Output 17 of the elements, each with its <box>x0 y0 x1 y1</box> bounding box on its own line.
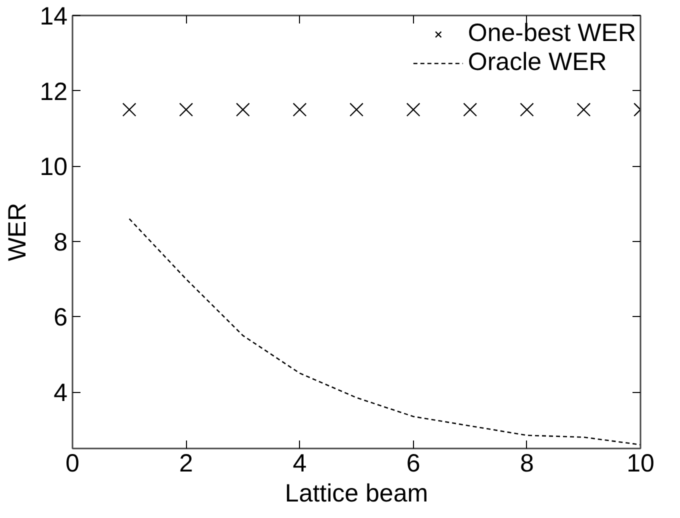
x-tick-label: 8 <box>520 450 534 478</box>
x-tick-label: 0 <box>66 450 80 478</box>
y-tick-label: 10 <box>40 153 68 182</box>
y-tick-label: 14 <box>40 2 68 30</box>
x-tick-label: 6 <box>406 450 420 478</box>
y-tick-label: 4 <box>54 379 68 408</box>
x-tick-label: 4 <box>292 450 307 478</box>
x-axis-title: Lattice beam <box>284 480 428 508</box>
y-axis-title: WER <box>4 202 32 262</box>
y-tick-label: 6 <box>54 304 68 332</box>
x-tick-label: 10 <box>626 450 654 478</box>
legend-label: One-best WER <box>468 19 636 48</box>
line-series <box>128 218 640 446</box>
y-tick-label: 12 <box>40 78 68 106</box>
legend-label: Oracle WER <box>468 48 607 77</box>
y-tick-label: 8 <box>54 228 68 256</box>
x-tick-label: 2 <box>179 450 194 478</box>
